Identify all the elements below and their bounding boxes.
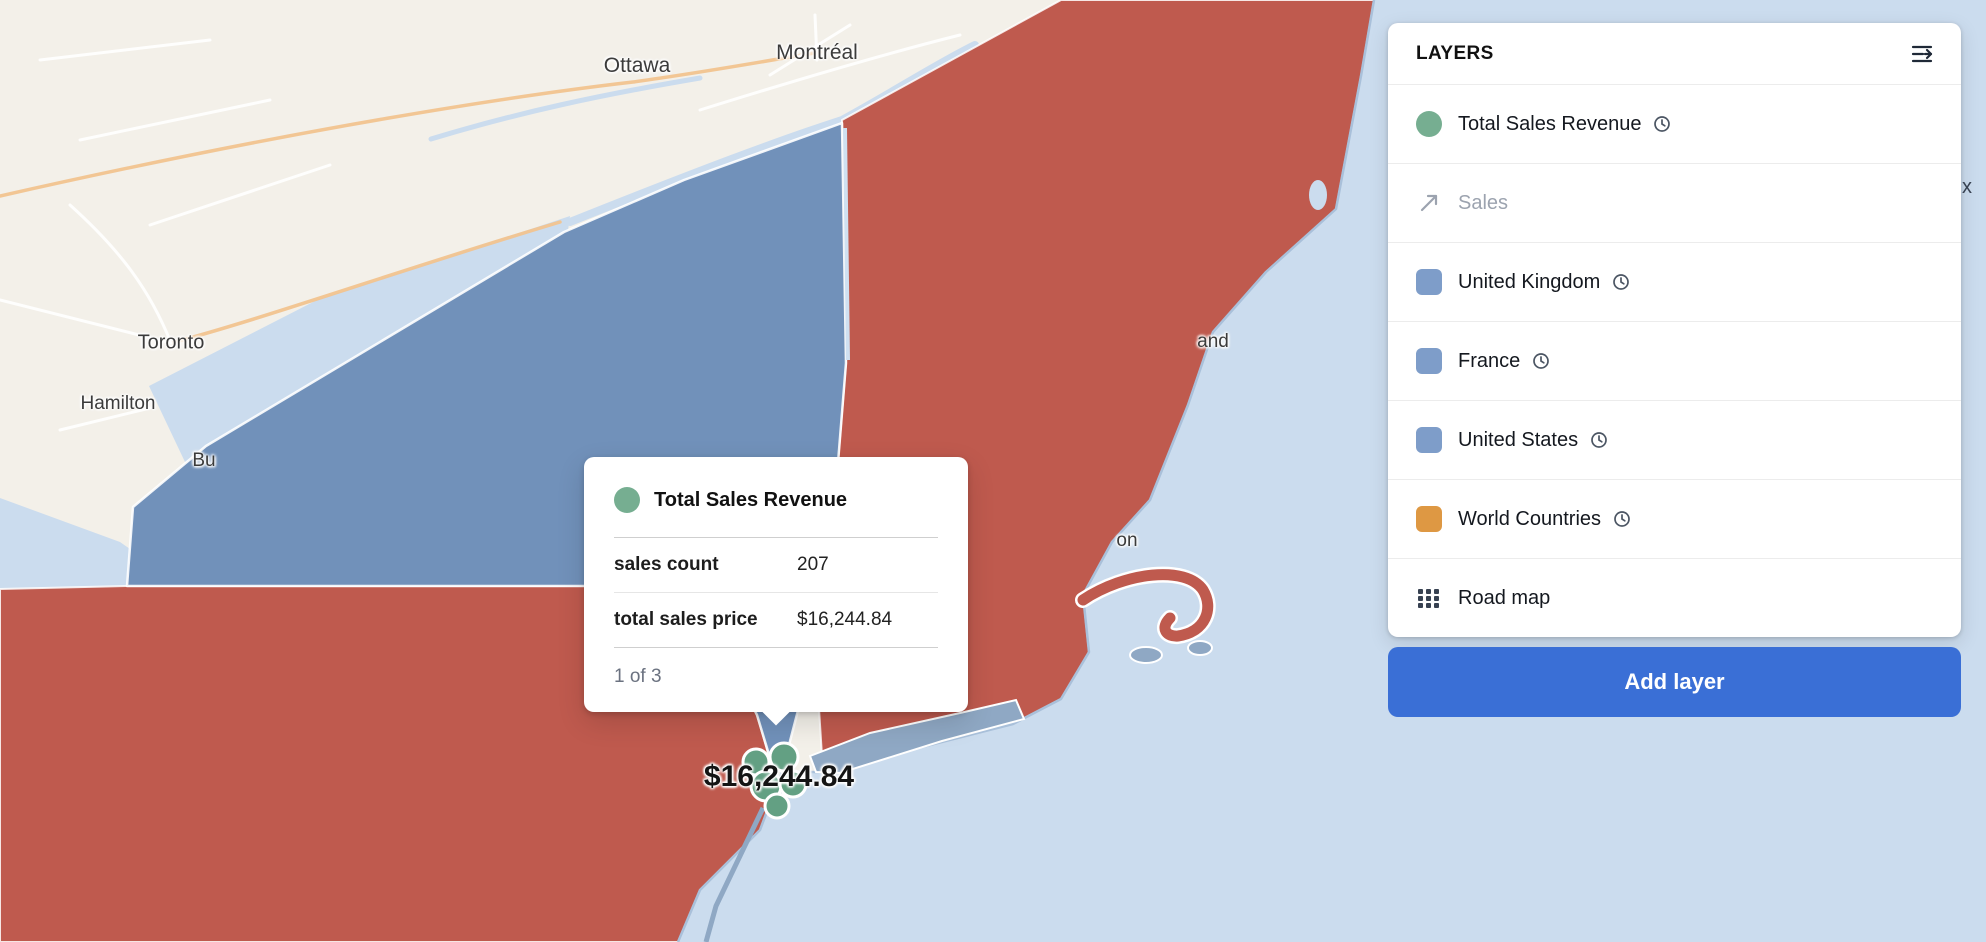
layer-swatch-blue-square — [1416, 348, 1442, 374]
map-popup: Total Sales Revenue sales count 207 tota… — [584, 457, 968, 726]
grid-icon — [1418, 589, 1439, 608]
layer-swatch-blue-square — [1416, 269, 1442, 295]
city-label-buffalo-clipped: Bu — [192, 450, 216, 471]
lake-small — [1335, 237, 1349, 259]
layer-row-total-sales-revenue[interactable]: Total Sales Revenue — [1388, 85, 1961, 163]
clock-icon[interactable] — [1590, 431, 1608, 449]
road — [78, 98, 272, 142]
clock-icon[interactable] — [1612, 273, 1630, 291]
popup-row-value: $16,244.84 — [797, 609, 893, 630]
layer-row-france[interactable]: France — [1388, 321, 1961, 400]
cape-cod — [1077, 569, 1214, 642]
lake-erie — [0, 498, 160, 592]
layer-label: Total Sales Revenue — [1458, 112, 1642, 135]
lake-ontario — [149, 216, 570, 462]
layer-label: United Kingdom — [1458, 270, 1601, 293]
layer-label: World Countries — [1458, 507, 1602, 530]
layer-row-world-countries[interactable]: World Countries — [1388, 479, 1961, 558]
lake-champlain — [843, 127, 850, 361]
road — [58, 406, 152, 432]
popup-row: total sales price $16,244.84 — [614, 592, 938, 647]
long-island — [808, 698, 1026, 775]
city-label-boston-clipped: on — [1116, 530, 1138, 551]
layers-title: LAYERS — [1416, 42, 1494, 64]
popup-row-value: 207 — [797, 554, 829, 575]
st-lawrence-river — [566, 41, 979, 226]
lake-small — [1309, 180, 1327, 210]
layer-label: France — [1458, 349, 1521, 372]
layer-swatch-orange-square — [1416, 506, 1442, 532]
road — [768, 23, 852, 77]
layer-row-united-states[interactable]: United States — [1388, 400, 1961, 479]
diagonal-arrow-icon — [1420, 194, 1438, 212]
layer-row-sales[interactable]: Sales — [1388, 163, 1961, 242]
clock-icon[interactable] — [1532, 352, 1550, 370]
popup-row-label: total sales price — [614, 609, 758, 630]
road — [0, 50, 822, 198]
island — [1187, 640, 1213, 656]
road — [68, 203, 173, 345]
divider — [614, 537, 938, 538]
island — [1129, 646, 1163, 664]
layers-panel-header: LAYERS — [1388, 23, 1961, 85]
add-layer-button[interactable]: Add layer — [1388, 647, 1961, 717]
divider — [614, 647, 938, 648]
layer-swatch-blue-square — [1416, 427, 1442, 453]
city-label-montreal: Montréal — [776, 41, 858, 64]
sales-marker-cluster[interactable] — [741, 741, 808, 820]
collapse-panel-icon[interactable] — [1909, 41, 1935, 67]
popup-pagination[interactable]: 1 of 3 — [614, 666, 662, 687]
city-label-ottawa: Ottawa — [603, 54, 671, 77]
popup-header: Total Sales Revenue — [614, 487, 938, 513]
layer-label: Road map — [1458, 586, 1551, 609]
popup-title: Total Sales Revenue — [654, 488, 848, 511]
close-icon[interactable]: x — [1962, 176, 1972, 198]
road — [38, 38, 212, 62]
road — [169, 220, 562, 345]
clock-icon[interactable] — [1653, 115, 1671, 133]
city-label-portland-clipped: and — [1197, 331, 1229, 352]
ottawa-river — [428, 75, 703, 142]
layer-row-united-kingdom[interactable]: United Kingdom — [1388, 242, 1961, 321]
clock-icon[interactable] — [1613, 510, 1631, 528]
popup-row-label: sales count — [614, 554, 719, 575]
city-label-toronto: Toronto — [137, 331, 205, 354]
nj-shore — [703, 806, 766, 942]
layer-swatch-green-circle — [1416, 111, 1442, 137]
road — [698, 33, 962, 112]
layer-label: United States — [1458, 428, 1579, 451]
layer-row-road-map[interactable]: Road map — [1388, 558, 1961, 637]
city-label-hamilton: Hamilton — [80, 393, 156, 414]
layer-color-dot — [614, 487, 640, 513]
layers-panel: LAYERS Total Sales Revenue Sales United … — [1388, 23, 1961, 637]
marker-value-label[interactable]: $16,244.84 — [703, 760, 855, 793]
road — [148, 163, 332, 227]
road — [0, 298, 173, 345]
road — [813, 13, 819, 62]
popup-row: sales count 207 — [614, 538, 938, 592]
layer-label: Sales — [1458, 191, 1509, 214]
